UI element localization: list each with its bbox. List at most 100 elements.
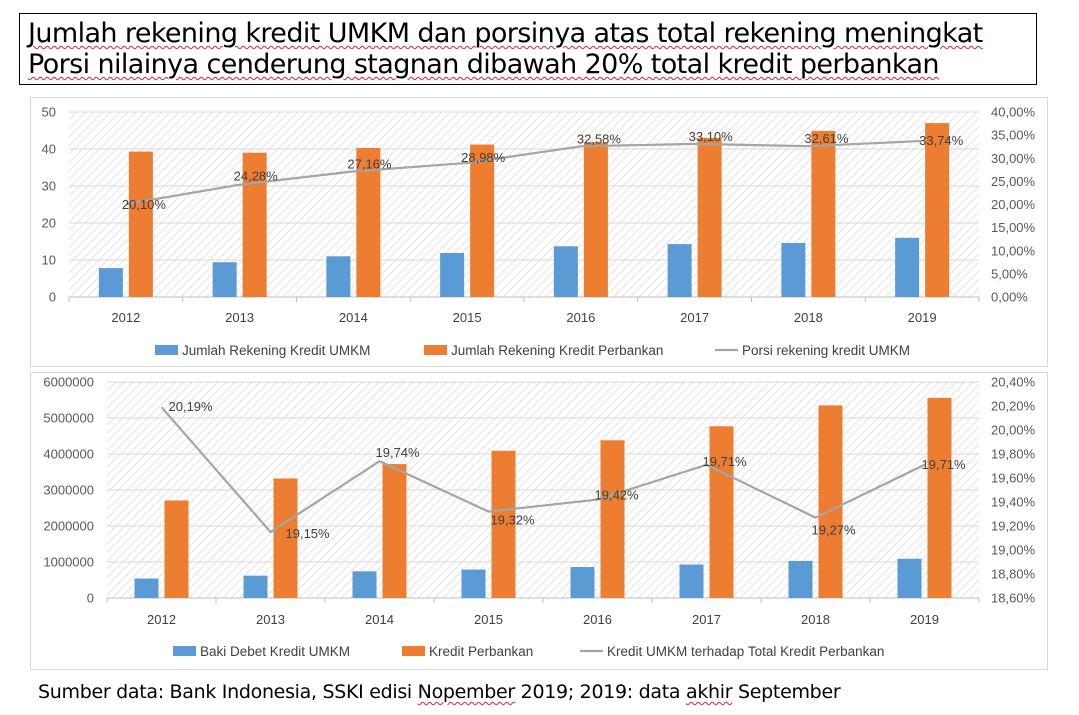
chart1-y2tick-label: 5,00% [991,266,1028,281]
chart-rekening-svg: 0 10 20 30 40 50 0,00% 5,00% 10,00% 15,00% 20,00% 2… [42,105,1036,359]
chart2-category-label: 2012 [147,612,176,627]
chart1-data-label: 32,58% [577,131,622,146]
chart2-y2tick-label: 19,00% [991,543,1036,558]
chart2-bar-perbankan [491,450,516,598]
chart2-y2tick-label: 19,40% [991,495,1036,510]
chart1-bar-perbankan [242,152,267,297]
chart1-y2tick-label: 20,00% [991,197,1036,212]
chart-baki-debet-svg: 0 1000000 2000000 3000000 4000000 5000000 6000… [43,375,1036,660]
chart2-y2tick-label: 19,60% [991,471,1036,486]
chart1-category-label: 2012 [111,310,140,325]
chart1-y2tick-label: 35,00% [991,128,1036,143]
chart2-bar-perbankan [273,478,298,598]
chart1-category-label: 2019 [908,310,937,325]
title-line-2: Porsi nilainya cenderung stagnan dibawah… [28,49,940,80]
chart2-bar-perbankan [927,397,952,598]
chart1-data-label: 33,74% [919,133,964,148]
chart2-y2tick-label: 20,20% [991,399,1036,414]
chart2-y2tick-label: 20,40% [991,375,1036,390]
chart1-data-label: 32,61% [804,131,849,146]
chart1-y2tick-label: 15,00% [991,220,1036,235]
chart2-bar-umkm [679,564,704,598]
chart2-data-label: 19,71% [703,454,748,469]
chart2-category-label: 2014 [365,612,394,627]
chart1-data-label: 28,98% [461,150,506,165]
chart2-data-label: 19,32% [491,513,536,528]
chart2-ytick-label: 4000000 [43,447,94,462]
chart2-category-label: 2017 [692,612,721,627]
chart2-data-label: 19,27% [812,523,857,538]
chart2-category-label: 2015 [474,612,503,627]
chart2-ytick-label: 0 [87,591,94,606]
source-note: Sumber data: Bank Indonesia, SSKI edisi … [38,681,841,703]
chart2-y2tick-label: 20,00% [991,423,1036,438]
chart1-legend-swatch [155,345,178,355]
chart1-bar-perbankan [470,144,495,297]
chart1-category-label: 2013 [225,310,254,325]
chart1-bar-umkm [895,237,920,297]
chart2-bar-umkm [243,575,268,598]
source-word: akhir [686,681,733,703]
chart2-bar-perbankan [164,500,189,598]
chart1-y2tick-label: 0,00% [991,290,1028,305]
source-suffix: September [732,681,841,703]
chart2-y2tick-label: 19,20% [991,519,1036,534]
chart2-data-label: 19,15% [286,526,331,541]
title-box: Jumlah rekening kredit UMKM dan porsinya… [19,13,1037,85]
chart2-legend-swatch [402,646,425,656]
chart1-category-label: 2014 [339,310,368,325]
chart1-bar-umkm [667,244,692,297]
chart1-data-label: 27,16% [347,156,392,171]
chart2-bar-umkm [461,569,486,598]
chart1-line-series [125,139,923,206]
chart1-y2tick-label: 30,00% [991,151,1036,166]
source-prefix: Sumber data: Bank Indonesia, SSKI edisi [38,681,418,703]
chart2-bar-perbankan [382,464,407,598]
chart2-y2tick-label: 19,80% [991,447,1036,462]
chart1-ytick-label: 40 [42,142,56,157]
chart1-ytick-label: 10 [42,253,56,268]
chart2-line-series [160,406,925,534]
chart1-category-label: 2016 [566,310,595,325]
chart2-legend-label: Kredit UMKM terhadap Total Kredit Perban… [607,644,884,659]
chart1-bar-perbankan [697,137,722,297]
chart1-ytick-label: 20 [42,216,56,231]
chart2-ytick-label: 2000000 [43,519,94,534]
chart2-data-label: 19,74% [376,445,421,460]
chart2-bar-umkm [352,571,377,598]
chart1-ytick-label: 30 [42,179,56,194]
chart2-data-label: 19,71% [922,457,967,472]
chart2-bar-perbankan [600,440,625,598]
chart1-y2tick-label: 25,00% [991,174,1036,189]
chart1-bar-umkm [326,256,351,297]
chart2-data-label: 20,19% [169,399,214,414]
chart1-bar-umkm [440,252,465,297]
chart2-bar-umkm [570,567,595,598]
chart2-legend-label: Kredit Perbankan [429,644,533,659]
chart2-bar-perbankan [818,405,843,598]
chart1-ytick-label: 50 [42,105,56,120]
chart-baki-debet: 0 1000000 2000000 3000000 4000000 5000000 6000… [30,372,1048,670]
chart1-category-label: 2018 [794,310,823,325]
chart2-ytick-label: 5000000 [43,411,94,426]
chart2-bar-umkm [788,560,813,598]
source-month: Nopember [417,681,516,703]
chart2-y2tick-label: 18,80% [991,567,1036,582]
chart1-y2tick-label: 40,00% [991,105,1036,120]
chart1-bar-perbankan [583,142,608,297]
chart2-bar-umkm [897,558,922,598]
chart2-ytick-label: 3000000 [43,483,94,498]
chart1-category-label: 2017 [680,310,709,325]
chart1-bar-perbankan [811,130,836,297]
chart1-y2tick-label: 10,00% [991,243,1036,258]
chart1-bar-perbankan [356,147,381,297]
chart1-ytick-label: 0 [49,290,56,305]
chart2-category-label: 2013 [256,612,285,627]
chart2-ytick-label: 1000000 [43,555,94,570]
chart1-bar-perbankan [925,123,950,297]
chart1-bar-perbankan [128,151,153,297]
chart2-y2tick-label: 18,60% [991,591,1036,606]
chart1-legend-label: Jumlah Rekening Kredit Perbankan [451,343,663,358]
chart2-bar-perbankan [709,426,734,598]
chart2-bar-umkm [134,578,159,598]
